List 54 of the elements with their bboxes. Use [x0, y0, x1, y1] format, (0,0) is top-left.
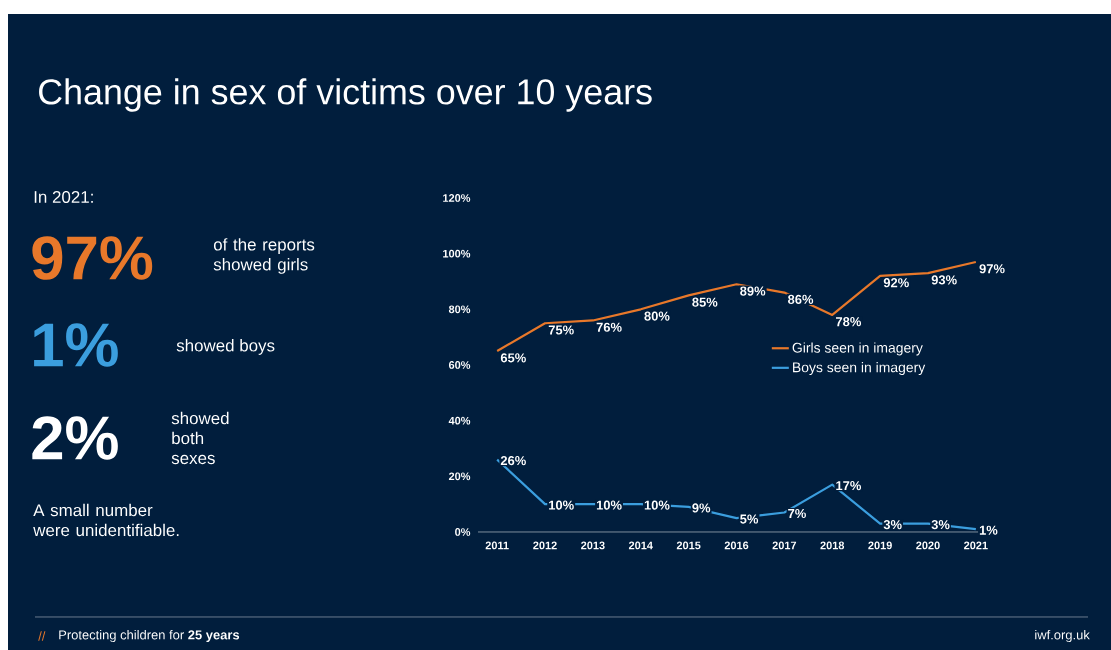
data-label: 75%	[548, 325, 574, 335]
text: A small number were unidentifiable.	[33, 503, 179, 537]
text: of the reports showed girls	[213, 238, 315, 274]
y-tick-label: 0%	[455, 528, 471, 536]
x-tick-label: 2020	[916, 541, 940, 550]
x-tick-label: 2013	[581, 541, 605, 550]
text: //	[38, 631, 46, 641]
y-tick-label: 80%	[448, 305, 471, 314]
x-tick-label: 2015	[676, 541, 701, 550]
data-label: 10%	[549, 500, 574, 510]
data-label: 97%	[979, 264, 1005, 274]
x-tick-label: 2021	[964, 541, 988, 550]
data-label: 86%	[787, 294, 814, 304]
data-label: 65%	[500, 353, 526, 363]
y-tick-label: 20%	[448, 472, 471, 481]
data-label: 3%	[931, 520, 950, 530]
text: 1%	[34, 323, 118, 367]
data-label: 93%	[931, 275, 957, 285]
x-tick-label: 2016	[724, 541, 749, 550]
x-tick-label: 2012	[533, 541, 557, 550]
data-label: 85%	[692, 297, 718, 307]
data-label: 89%	[740, 286, 766, 296]
y-tick-label: 60%	[448, 361, 471, 369]
data-label: 26%	[500, 456, 526, 466]
text: showed both sexes	[171, 411, 229, 465]
data-label: 5%	[740, 514, 759, 524]
x-tick-label: 2019	[868, 541, 892, 550]
data-label: 10%	[596, 500, 622, 510]
text: iwf.org.uk	[1035, 629, 1090, 643]
y-tick-label: 40%	[448, 416, 471, 425]
text: Change in sex of victims over 10 years	[39, 78, 652, 112]
data-label: 17%	[836, 481, 862, 491]
data-label: 7%	[788, 508, 806, 519]
legend-label: Girls seen in imagery	[792, 342, 923, 356]
legend-label: Boys seen in imagery	[793, 362, 926, 376]
data-label: 80%	[644, 311, 670, 321]
data-label: 9%	[692, 503, 711, 513]
text: 97%	[32, 236, 153, 280]
data-label: 76%	[596, 322, 622, 332]
x-tick-label: 2017	[772, 541, 797, 550]
text: Protecting children for 25 years	[59, 629, 240, 643]
data-label: 10%	[644, 500, 670, 510]
data-label: 1%	[979, 525, 998, 535]
y-tick-label: 120%	[443, 194, 471, 202]
y-tick-label: 100%	[443, 249, 471, 258]
x-tick-label: 2018	[820, 541, 845, 550]
text: showed boys	[176, 339, 275, 355]
data-label: 3%	[883, 520, 902, 530]
x-tick-label: 2014	[628, 541, 653, 550]
data-label: 78%	[836, 317, 862, 327]
text: In 2021:	[34, 190, 93, 203]
text: 2%	[32, 416, 118, 460]
data-label: 92%	[883, 278, 909, 288]
x-tick-label: 2011	[485, 541, 509, 550]
